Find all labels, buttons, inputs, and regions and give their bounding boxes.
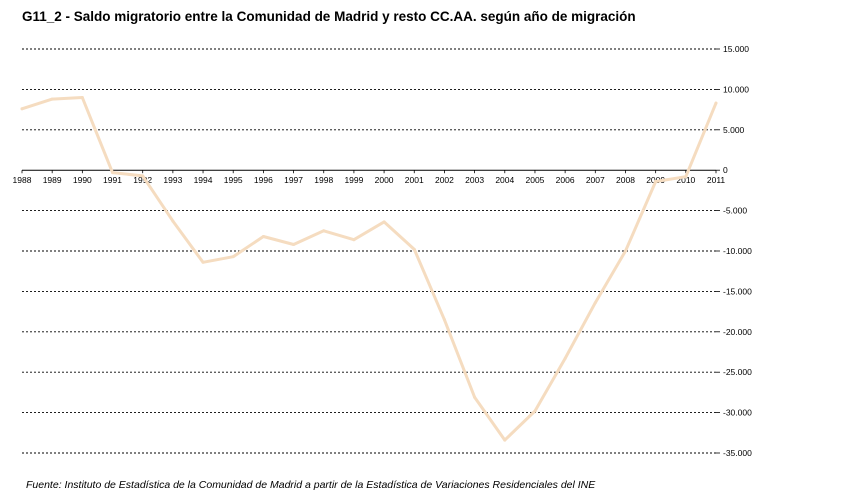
x-tick-label: 1998 xyxy=(314,175,333,185)
data-point xyxy=(292,243,296,247)
data-point xyxy=(201,260,205,264)
x-tick-label: 2001 xyxy=(405,175,424,185)
x-tick-label: 1992 xyxy=(133,175,152,185)
data-point xyxy=(654,180,658,184)
y-tick-label: -25.000 xyxy=(723,367,752,377)
y-tick-label: 5.000 xyxy=(723,125,745,135)
y-tick-label: -15.000 xyxy=(723,286,752,296)
data-point xyxy=(80,95,84,99)
x-tick-label: 1996 xyxy=(254,175,273,185)
data-point xyxy=(352,238,356,242)
x-tick-label: 1988 xyxy=(13,175,32,185)
data-point xyxy=(593,301,597,305)
data-point xyxy=(50,97,54,101)
data-point xyxy=(442,318,446,322)
data-point xyxy=(503,438,507,442)
y-tick-label: 0 xyxy=(723,165,728,175)
data-point xyxy=(322,229,326,233)
x-tick-label: 2011 xyxy=(707,175,726,185)
chart-source-note: Fuente: Instituto de Estadística de la C… xyxy=(26,479,596,491)
x-tick-label: 2008 xyxy=(616,175,635,185)
x-tick-label: 1990 xyxy=(73,175,92,185)
y-tick-label: -20.000 xyxy=(723,327,752,337)
data-point xyxy=(231,255,235,259)
data-point xyxy=(382,220,386,224)
data-point xyxy=(714,101,718,105)
y-tick-label: 15.000 xyxy=(723,44,749,54)
x-tick-label: 2003 xyxy=(465,175,484,185)
x-tick-label: 1995 xyxy=(224,175,243,185)
x-tick-label: 2004 xyxy=(495,175,514,185)
x-tick-label: 1999 xyxy=(344,175,363,185)
data-point xyxy=(684,175,688,179)
x-tick-label: 1994 xyxy=(194,175,213,185)
series-line xyxy=(20,96,718,442)
y-tick-label: -10.000 xyxy=(723,246,752,256)
x-tick-label: 2002 xyxy=(435,175,454,185)
data-point xyxy=(412,247,416,251)
data-point xyxy=(111,171,115,175)
y-tick-label: 10.000 xyxy=(723,84,749,94)
data-point xyxy=(473,395,477,399)
data-point xyxy=(20,107,24,111)
x-tick-label: 1989 xyxy=(43,175,62,185)
data-point xyxy=(141,174,145,178)
x-tick-label: 2007 xyxy=(586,175,605,185)
data-point xyxy=(533,409,537,413)
data-point xyxy=(623,249,627,253)
x-tick-label: 2005 xyxy=(525,175,544,185)
x-tick-label: 2006 xyxy=(556,175,575,185)
y-tick-label: -30.000 xyxy=(723,408,752,418)
data-point xyxy=(261,234,265,238)
y-tick-label: -35.000 xyxy=(723,448,752,458)
x-tick-label: 2010 xyxy=(676,175,695,185)
data-point xyxy=(171,219,175,223)
x-tick-label: 2000 xyxy=(375,175,394,185)
chart-title: G11_2 - Saldo migratorio entre la Comuni… xyxy=(22,9,636,24)
x-tick-label: 1997 xyxy=(284,175,303,185)
x-tick-label: 1991 xyxy=(103,175,122,185)
data-point xyxy=(563,356,567,360)
y-tick-label: -5.000 xyxy=(723,206,747,216)
x-tick-label: 1993 xyxy=(163,175,182,185)
